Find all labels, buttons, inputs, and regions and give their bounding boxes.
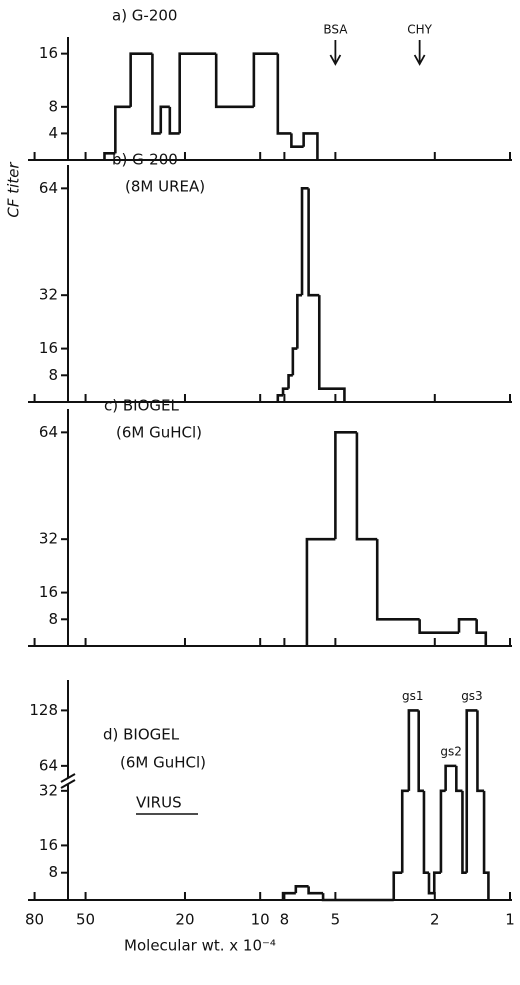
x-tick-label: 80 — [25, 911, 44, 929]
histogram-step — [457, 617, 477, 633]
panel-note: VIRUS — [136, 794, 182, 812]
histogram-step — [461, 790, 467, 875]
y-tick-label: 8 — [48, 863, 58, 881]
y-tick-label: 64 — [39, 756, 58, 774]
y-tick-label: 16 — [39, 583, 58, 601]
y-tick-label: 32 — [39, 781, 58, 799]
x-tick-label: 1 — [505, 911, 515, 929]
histogram-step — [417, 710, 424, 793]
histogram-step — [476, 710, 485, 793]
histogram-step — [418, 619, 460, 634]
histogram-step — [276, 394, 284, 402]
panel-label: d) BIOGEL — [103, 726, 180, 744]
histogram-step — [103, 152, 116, 160]
histogram-step — [439, 789, 446, 873]
y-tick-label: 8 — [48, 97, 58, 115]
histogram-step — [375, 539, 420, 621]
arrow-head — [413, 54, 426, 66]
panel-label: a) G-200 — [112, 7, 177, 25]
histogram-step — [321, 893, 394, 902]
histogram-step — [355, 432, 378, 541]
histogram-step — [407, 709, 419, 791]
panel-label: c) BIOGEL — [104, 397, 179, 415]
y-tick-label: 128 — [29, 701, 58, 719]
x-axis-label: Molecular wt. x 10⁻⁴ — [124, 937, 276, 955]
annotation: gs1 — [402, 689, 424, 703]
histogram-step — [214, 53, 254, 109]
panel-label: b) G-200 — [112, 151, 178, 169]
histogram-step — [281, 891, 296, 900]
y-tick-label: 16 — [39, 836, 58, 854]
histogram-step — [252, 52, 278, 107]
histogram-step — [300, 187, 309, 296]
histogram-step — [400, 789, 409, 873]
histogram-step — [290, 133, 304, 149]
y-tick-label: 32 — [39, 286, 58, 304]
y-axis-label: CF titer — [5, 162, 23, 218]
x-tick-label: 10 — [251, 911, 270, 929]
annotation: gs2 — [440, 744, 462, 758]
histogram-step — [276, 53, 292, 135]
histogram-step — [455, 765, 463, 793]
histogram-step — [475, 619, 488, 646]
panel-label: (6M GuHCl) — [116, 424, 202, 442]
histogram-step — [334, 431, 357, 540]
annotation: gs3 — [461, 689, 483, 703]
histogram-step — [482, 790, 490, 900]
histogram-step — [307, 188, 320, 297]
histogram-step — [168, 106, 180, 135]
histogram-step — [317, 295, 346, 402]
annotation: CHY — [407, 23, 432, 37]
histogram-step — [444, 764, 457, 791]
histogram-step — [392, 871, 403, 900]
y-tick-label: 8 — [48, 366, 58, 384]
histogram-step — [178, 52, 217, 134]
y-tick-label: 8 — [48, 610, 58, 628]
x-tick-label: 50 — [76, 911, 95, 929]
panel-label: (8M UREA) — [125, 178, 205, 196]
y-break — [60, 779, 76, 789]
histogram-step — [305, 537, 336, 646]
y-tick-label: 64 — [39, 423, 58, 441]
histogram-step — [281, 387, 289, 396]
histogram-step — [159, 105, 170, 134]
histogram-step — [307, 886, 324, 895]
histogram-step — [114, 105, 131, 154]
y-tick-label: 32 — [39, 530, 58, 548]
histogram-step — [294, 885, 309, 894]
histogram-step — [427, 872, 435, 895]
histogram-step — [422, 790, 429, 875]
histogram-step — [151, 53, 161, 135]
x-tick-label: 8 — [280, 911, 290, 929]
x-tick-label: 20 — [175, 911, 194, 929]
panel-label: (6M GuHCl) — [120, 754, 206, 772]
histogram-step — [296, 293, 303, 349]
histogram-step — [129, 52, 153, 107]
annotation: BSA — [323, 23, 348, 37]
x-tick-label: 5 — [331, 911, 341, 929]
histogram-step — [287, 373, 293, 389]
x-tick-label: 2 — [430, 911, 440, 929]
y-tick-label: 16 — [39, 339, 58, 357]
y-tick-label: 4 — [48, 124, 58, 142]
y-tick-label: 64 — [39, 179, 58, 197]
arrow-head — [329, 54, 342, 66]
y-tick-label: 16 — [39, 44, 58, 62]
histogram-step — [302, 132, 319, 160]
histogram-step — [465, 709, 478, 873]
histogram-step — [291, 347, 298, 376]
histogram-step — [432, 871, 441, 894]
y-break — [60, 773, 76, 783]
